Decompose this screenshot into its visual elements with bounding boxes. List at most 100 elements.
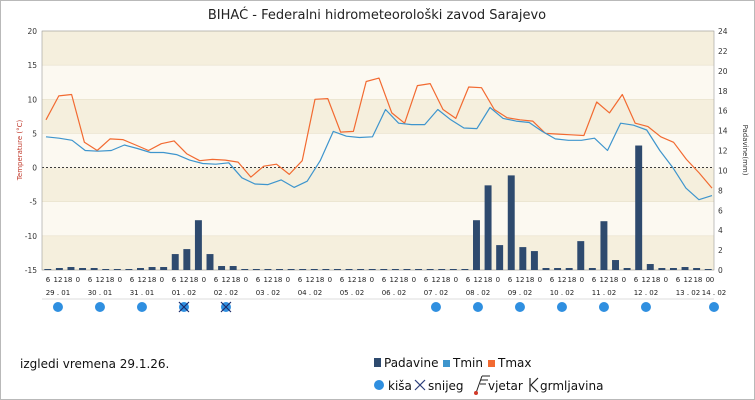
- x-hour-tick-label: 12: [431, 276, 440, 284]
- x-hour-tick-label: 0: [118, 276, 122, 284]
- x-hour-tick-label: 12: [221, 276, 230, 284]
- precip-bar: [310, 269, 318, 270]
- y-right-tick-label: 0: [718, 266, 723, 275]
- precip-bar: [368, 269, 376, 270]
- precip-bar: [206, 254, 214, 270]
- wind-icon: [474, 375, 490, 395]
- chart-title: BIHAĆ - Federalni hidrometeorološki zavo…: [208, 7, 546, 23]
- x-hour-tick-label: 0: [160, 276, 164, 284]
- precip-bar: [55, 268, 63, 270]
- x-hour-tick-label: 6: [172, 276, 177, 284]
- precip-bar: [681, 267, 689, 270]
- precip-bar: [565, 268, 573, 270]
- x-hour-tick-label: 6: [634, 276, 639, 284]
- precip-bar: [484, 185, 492, 270]
- precip-bar: [183, 249, 191, 270]
- x-date-label: 30 . 01: [88, 289, 113, 297]
- precip-bar: [148, 267, 156, 270]
- precip-bar: [90, 268, 98, 270]
- y-right-tick-label: 16: [718, 107, 728, 116]
- legend-vjetar-label: vjetar: [488, 379, 523, 393]
- precip-bar: [704, 269, 712, 270]
- precip-bars: [44, 145, 712, 270]
- temperature-lines: [45, 77, 713, 201]
- legend-tmax-label: Tmax: [497, 356, 531, 370]
- precip-bar: [612, 260, 619, 270]
- x-hour-tick-label: 18: [693, 276, 702, 284]
- legend-kisa: kiša: [374, 379, 412, 393]
- snow-icon: [178, 301, 190, 313]
- y-right-tick-label: 24: [718, 27, 728, 36]
- precip-bar: [102, 269, 110, 270]
- x-hour-tick-label: 0: [286, 276, 290, 284]
- y-right-tick-label: 6: [718, 206, 723, 215]
- rain-icon: [374, 380, 384, 390]
- x-date-label: 08 . 02: [466, 289, 491, 297]
- snow-icon: [220, 301, 232, 313]
- x-hour-tick-label: 0: [202, 276, 206, 284]
- x-hour-tick-label: 12: [599, 276, 608, 284]
- precip-bar: [519, 247, 527, 270]
- precip-bar: [635, 145, 643, 270]
- precip-bar: [507, 175, 515, 270]
- rain-icon: [556, 302, 567, 312]
- legend-tmin-label: Tmin: [452, 356, 483, 370]
- x-date-label: 12 . 02: [634, 289, 659, 297]
- band: [42, 167, 714, 202]
- y-left-tick-label: 15: [27, 61, 37, 70]
- x-hour-tick-label: 0: [538, 276, 542, 284]
- x-hour-tick-label: 18: [483, 276, 492, 284]
- x-hour-tick-label: 18: [651, 276, 660, 284]
- x-hour-tick-label: 6: [676, 276, 681, 284]
- y-axis-left-ticks: 20 15 10 5 0 -5 -10 -15: [25, 27, 37, 275]
- precip-bar: [137, 268, 144, 270]
- x-hour-tick-label: 6: [340, 276, 345, 284]
- band: [42, 99, 714, 134]
- x-hour-tick-label: 12: [137, 276, 146, 284]
- precip-bar: [194, 220, 202, 270]
- legend-grmljavina: grmljavina: [529, 377, 603, 393]
- x-date-label: 11 . 02: [592, 289, 617, 297]
- precip-bar: [403, 269, 411, 270]
- x-hour-tick-label: 18: [441, 276, 450, 284]
- x-hour-tick-label: 0: [710, 276, 714, 284]
- y-right-tick-label: 12: [718, 147, 728, 156]
- y-right-tick-label: 2: [718, 246, 723, 255]
- rain-icon: [640, 302, 651, 312]
- y-right-tick-label: 22: [718, 47, 728, 56]
- x-hour-tick-label: 12: [263, 276, 272, 284]
- legend-kisa-label: kiša: [388, 379, 412, 393]
- y-right-tick-label: 14: [718, 127, 728, 136]
- precip-bar: [577, 241, 585, 270]
- x-hour-tick-label: 0: [370, 276, 374, 284]
- x-hour-tick-label: 0: [76, 276, 80, 284]
- precip-bar: [299, 269, 307, 270]
- band: [42, 31, 714, 66]
- x-date-label: 07 . 02: [424, 289, 449, 297]
- x-hour-tick-label: 0: [244, 276, 248, 284]
- x-hour-tick-label: 18: [147, 276, 156, 284]
- y-left-tick-label: -5: [30, 198, 38, 207]
- precip-bar: [415, 269, 423, 270]
- precip-bar: [218, 266, 226, 270]
- x-hour-tick-label: 0: [580, 276, 584, 284]
- x-date-label: 14 . 02: [702, 289, 727, 297]
- x-hour-tick-label: 12: [473, 276, 482, 284]
- y-axis-left-label: Temperature (°C): [16, 120, 24, 182]
- y-right-tick-label: 20: [718, 67, 728, 76]
- precip-bar: [693, 268, 701, 270]
- series-tmin-line: [45, 106, 713, 201]
- x-hour-tick-label: 0: [496, 276, 500, 284]
- x-date-label: 10 . 02: [550, 289, 575, 297]
- legend-tmin-swatch: [443, 360, 450, 367]
- x-hour-tick-label: 18: [609, 276, 618, 284]
- precip-bar: [125, 269, 133, 270]
- x-hour-tick-label: 18: [105, 276, 114, 284]
- legend-padavine: Padavine: [374, 356, 438, 370]
- rain-icon: [709, 302, 719, 312]
- rain-icon: [430, 302, 441, 312]
- legend-grmljavina-label: grmljavina: [540, 379, 603, 393]
- x-axis-ticks: 6 12 18 029 . 016 12 18 030 . 016 12 18 031 . 016…: [46, 276, 727, 297]
- precip-bar: [252, 269, 260, 270]
- precip-bar: [241, 269, 249, 270]
